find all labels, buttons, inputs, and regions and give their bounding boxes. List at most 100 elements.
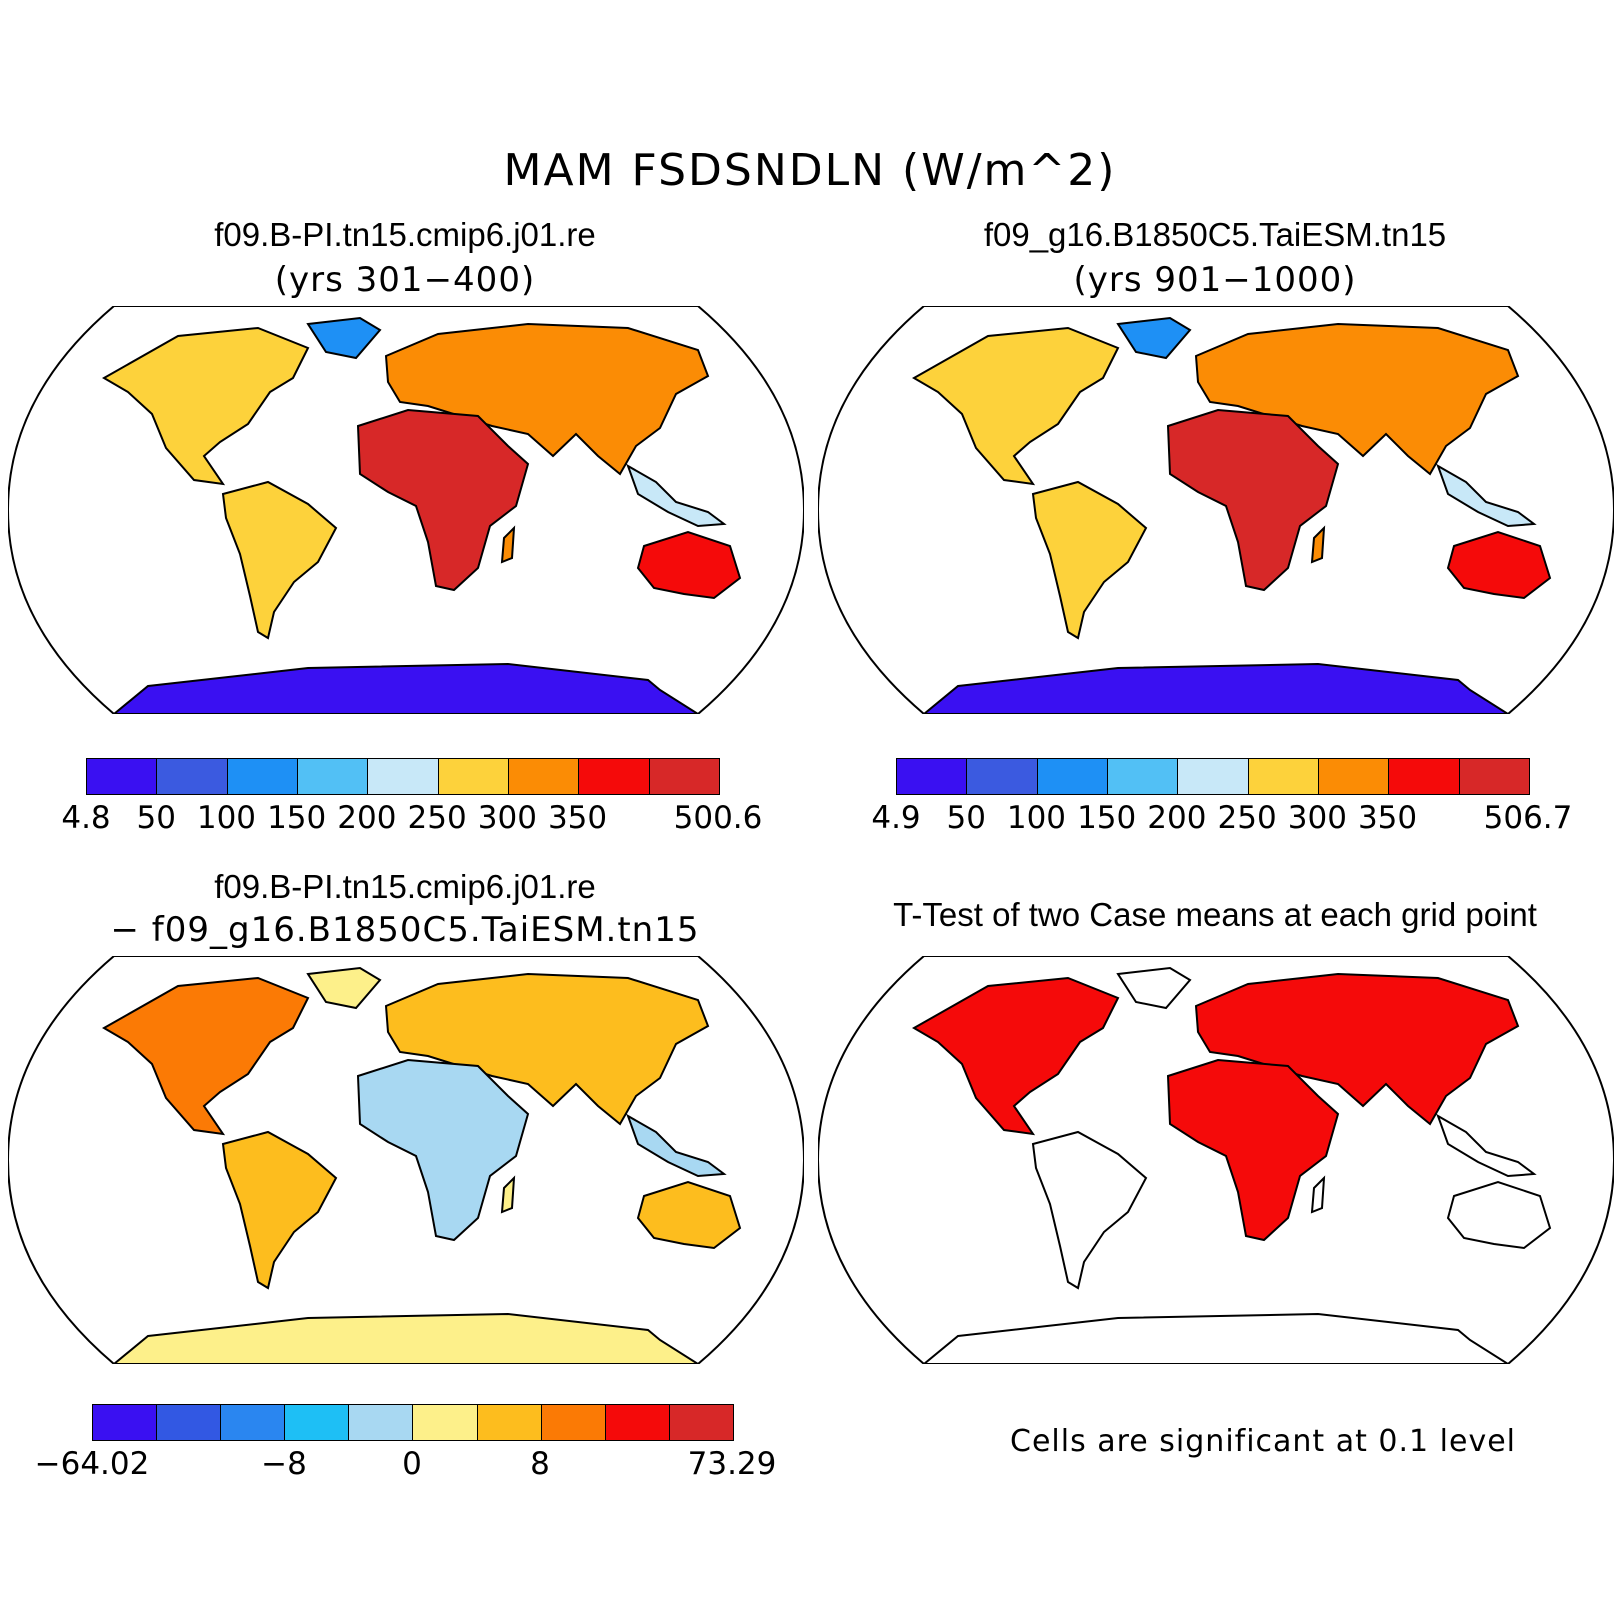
colorbar-swatch (93, 1405, 158, 1440)
madagascar-shape (500, 525, 516, 564)
europe-asia-shape (384, 322, 710, 476)
australia-shape (1446, 530, 1552, 600)
colorbar-swatch (669, 1405, 733, 1440)
colorbar-tick-label: 100 (1006, 800, 1067, 836)
north-america-shape (911, 326, 1120, 486)
significance-note: Cells are significant at 0.1 level (1010, 1424, 1517, 1459)
colorbar-swatch (1459, 759, 1529, 794)
greenland-shape (306, 966, 382, 1010)
greenland-shape (1116, 966, 1192, 1010)
madagascar-shape (1310, 525, 1326, 564)
colorbar-tick-label: −8 (261, 1446, 307, 1482)
case2-years: (yrs 901−1000) (1073, 260, 1357, 300)
diff-colorbar (92, 1404, 734, 1441)
africa-shape (356, 408, 530, 592)
case2-colorbar-labels: 4.9 50 100 150 200 250 300 350 506.7 (871, 800, 1572, 840)
map-boundary (8, 956, 804, 1364)
southeast-asia-shape (1436, 463, 1537, 528)
case1-map (8, 306, 804, 714)
greenland-shape (306, 316, 382, 360)
colorbar-tick-label: 150 (267, 800, 327, 836)
antarctica-shape (921, 1312, 1512, 1364)
colorbar-swatch (967, 759, 1038, 794)
australia-shape (636, 530, 742, 600)
colorbar-swatch (438, 759, 509, 794)
colorbar-swatch (477, 1405, 542, 1440)
colorbar-swatch (157, 759, 228, 794)
ttest-map (818, 956, 1614, 1364)
colorbar-swatch (87, 759, 158, 794)
colorbar-swatch (1107, 759, 1179, 794)
southeast-asia-shape (626, 1113, 727, 1178)
colorbar-tick-label: 200 (337, 800, 397, 836)
diff-subtitle: − f09_g16.B1850C5.TaiESM.tn15 (110, 910, 700, 950)
africa-shape (1166, 408, 1340, 592)
case1-colorbar (86, 758, 720, 795)
australia-shape (636, 1180, 742, 1250)
north-america-shape (101, 326, 310, 486)
case2-map (818, 306, 1614, 714)
diff-title: f09.B-PI.tn15.cmip6.j01.re (214, 868, 596, 905)
colorbar-tick-label: 0 (402, 1446, 422, 1482)
colorbar-tick-label: 500.6 (673, 800, 763, 836)
colorbar-tick-label: 100 (196, 800, 257, 836)
colorbar-tick-label: 200 (1147, 800, 1207, 836)
colorbar-tick-label: 350 (547, 800, 608, 836)
case1-years: (yrs 301−400) (274, 260, 536, 300)
diff-map (8, 956, 804, 1364)
colorbar-swatch (368, 759, 439, 794)
greenland-shape (1116, 316, 1192, 360)
colorbar-tick-label: 300 (477, 800, 537, 836)
case2-colorbar (896, 758, 1530, 795)
colorbar-tick-label: 8 (530, 1446, 550, 1482)
colorbar-tick-label: 4.9 (871, 800, 921, 836)
colorbar-tick-label: 350 (1357, 800, 1418, 836)
colorbar-swatch (1389, 759, 1460, 794)
colorbar-tick-label: 50 (946, 800, 986, 836)
colorbar-tick-label: 50 (136, 800, 176, 836)
colorbar-swatch (1248, 759, 1319, 794)
colorbar-swatch (349, 1405, 414, 1440)
north-america-shape (101, 976, 310, 1136)
figure-title: MAM FSDSNDLN (W/m^2) (503, 145, 1117, 196)
colorbar-tick-label: 73.29 (687, 1446, 777, 1482)
antarctica-shape (921, 662, 1512, 714)
colorbar-swatch (227, 759, 298, 794)
case2-title: f09_g16.B1850C5.TaiESM.tn15 (983, 216, 1447, 253)
map-boundary (818, 956, 1614, 1364)
north-america-shape (911, 976, 1120, 1136)
antarctica-shape (111, 662, 702, 714)
colorbar-swatch (221, 1405, 286, 1440)
australia-shape (1446, 1180, 1552, 1250)
south-america-shape (221, 1130, 338, 1290)
colorbar-swatch (579, 759, 650, 794)
colorbar-swatch (413, 1405, 478, 1440)
south-america-shape (1031, 480, 1148, 640)
colorbar-tick-label: 4.8 (61, 800, 111, 836)
colorbar-tick-label: 506.7 (1483, 800, 1573, 836)
colorbar-tick-label: 250 (1217, 800, 1277, 836)
map-boundary (8, 306, 804, 714)
colorbar-swatch (605, 1405, 670, 1440)
south-america-shape (221, 480, 338, 640)
colorbar-swatch (649, 759, 719, 794)
madagascar-shape (500, 1175, 516, 1214)
ttest-title: T-Test of two Case means at each grid po… (893, 896, 1537, 933)
southeast-asia-shape (626, 463, 727, 528)
case1-title: f09.B-PI.tn15.cmip6.j01.re (214, 216, 596, 253)
colorbar-swatch (285, 1405, 350, 1440)
colorbar-swatch (508, 759, 580, 794)
southeast-asia-shape (1436, 1113, 1537, 1178)
europe-asia-shape (1194, 972, 1520, 1126)
madagascar-shape (1310, 1175, 1326, 1214)
colorbar-tick-label: 250 (407, 800, 467, 836)
colorbar-swatch (541, 1405, 606, 1440)
colorbar-swatch (897, 759, 968, 794)
africa-shape (356, 1058, 530, 1242)
colorbar-swatch (1178, 759, 1249, 794)
south-america-shape (1031, 1130, 1148, 1290)
europe-asia-shape (1194, 322, 1520, 476)
colorbar-tick-label: 150 (1077, 800, 1137, 836)
antarctica-shape (111, 1312, 702, 1364)
colorbar-tick-label: 300 (1287, 800, 1347, 836)
